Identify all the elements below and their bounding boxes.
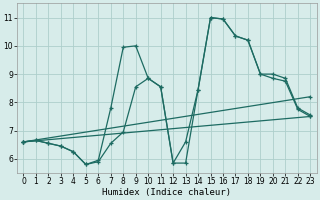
X-axis label: Humidex (Indice chaleur): Humidex (Indice chaleur) bbox=[102, 188, 231, 197]
